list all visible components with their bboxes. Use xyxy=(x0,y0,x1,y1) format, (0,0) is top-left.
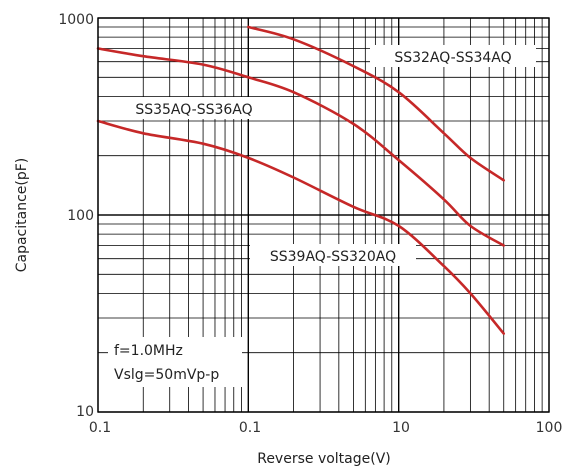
x-tick-label: 0.1 xyxy=(239,420,261,436)
y-tick-label: 10 xyxy=(76,404,94,420)
series-label-box-2: SS35AQ-SS36AQ xyxy=(120,97,268,119)
series-line-2 xyxy=(96,47,505,247)
series-label-box-1: SS32AQ-SS34AQ xyxy=(370,45,536,67)
test-conditions-note: f=1.0MHz Vslg=50mVp-p xyxy=(108,337,242,387)
x-tick-label: 10 xyxy=(392,420,410,436)
y-axis-title: Capacitance(pF) xyxy=(14,158,30,273)
y-tick-labels: 1000 100 10 xyxy=(58,12,94,420)
x-axis-title: Reverse voltage(V) xyxy=(257,451,391,467)
x-tick-labels: 0.1 0.1 10 100 xyxy=(89,420,563,436)
x-tick-label: 100 xyxy=(536,420,563,436)
x-tick-label: 0.1 xyxy=(89,420,111,436)
curves xyxy=(96,25,505,335)
series-line-1 xyxy=(247,25,505,182)
series-label-ss39aq-ss320aq: SS39AQ-SS320AQ xyxy=(270,249,396,265)
series-label-ss35aq-ss36aq: SS35AQ-SS36AQ xyxy=(135,102,252,118)
y-tick-label: 1000 xyxy=(58,12,94,28)
series-line-3 xyxy=(96,119,505,335)
signal-level-note: Vslg=50mVp-p xyxy=(114,367,219,383)
series-label-ss32aq-ss34aq: SS32AQ-SS34AQ xyxy=(394,50,511,66)
frequency-note: f=1.0MHz xyxy=(114,343,183,359)
plot-frame xyxy=(97,17,550,413)
series-label-box-3: SS39AQ-SS320AQ xyxy=(250,244,416,266)
y-tick-label: 100 xyxy=(67,208,94,224)
